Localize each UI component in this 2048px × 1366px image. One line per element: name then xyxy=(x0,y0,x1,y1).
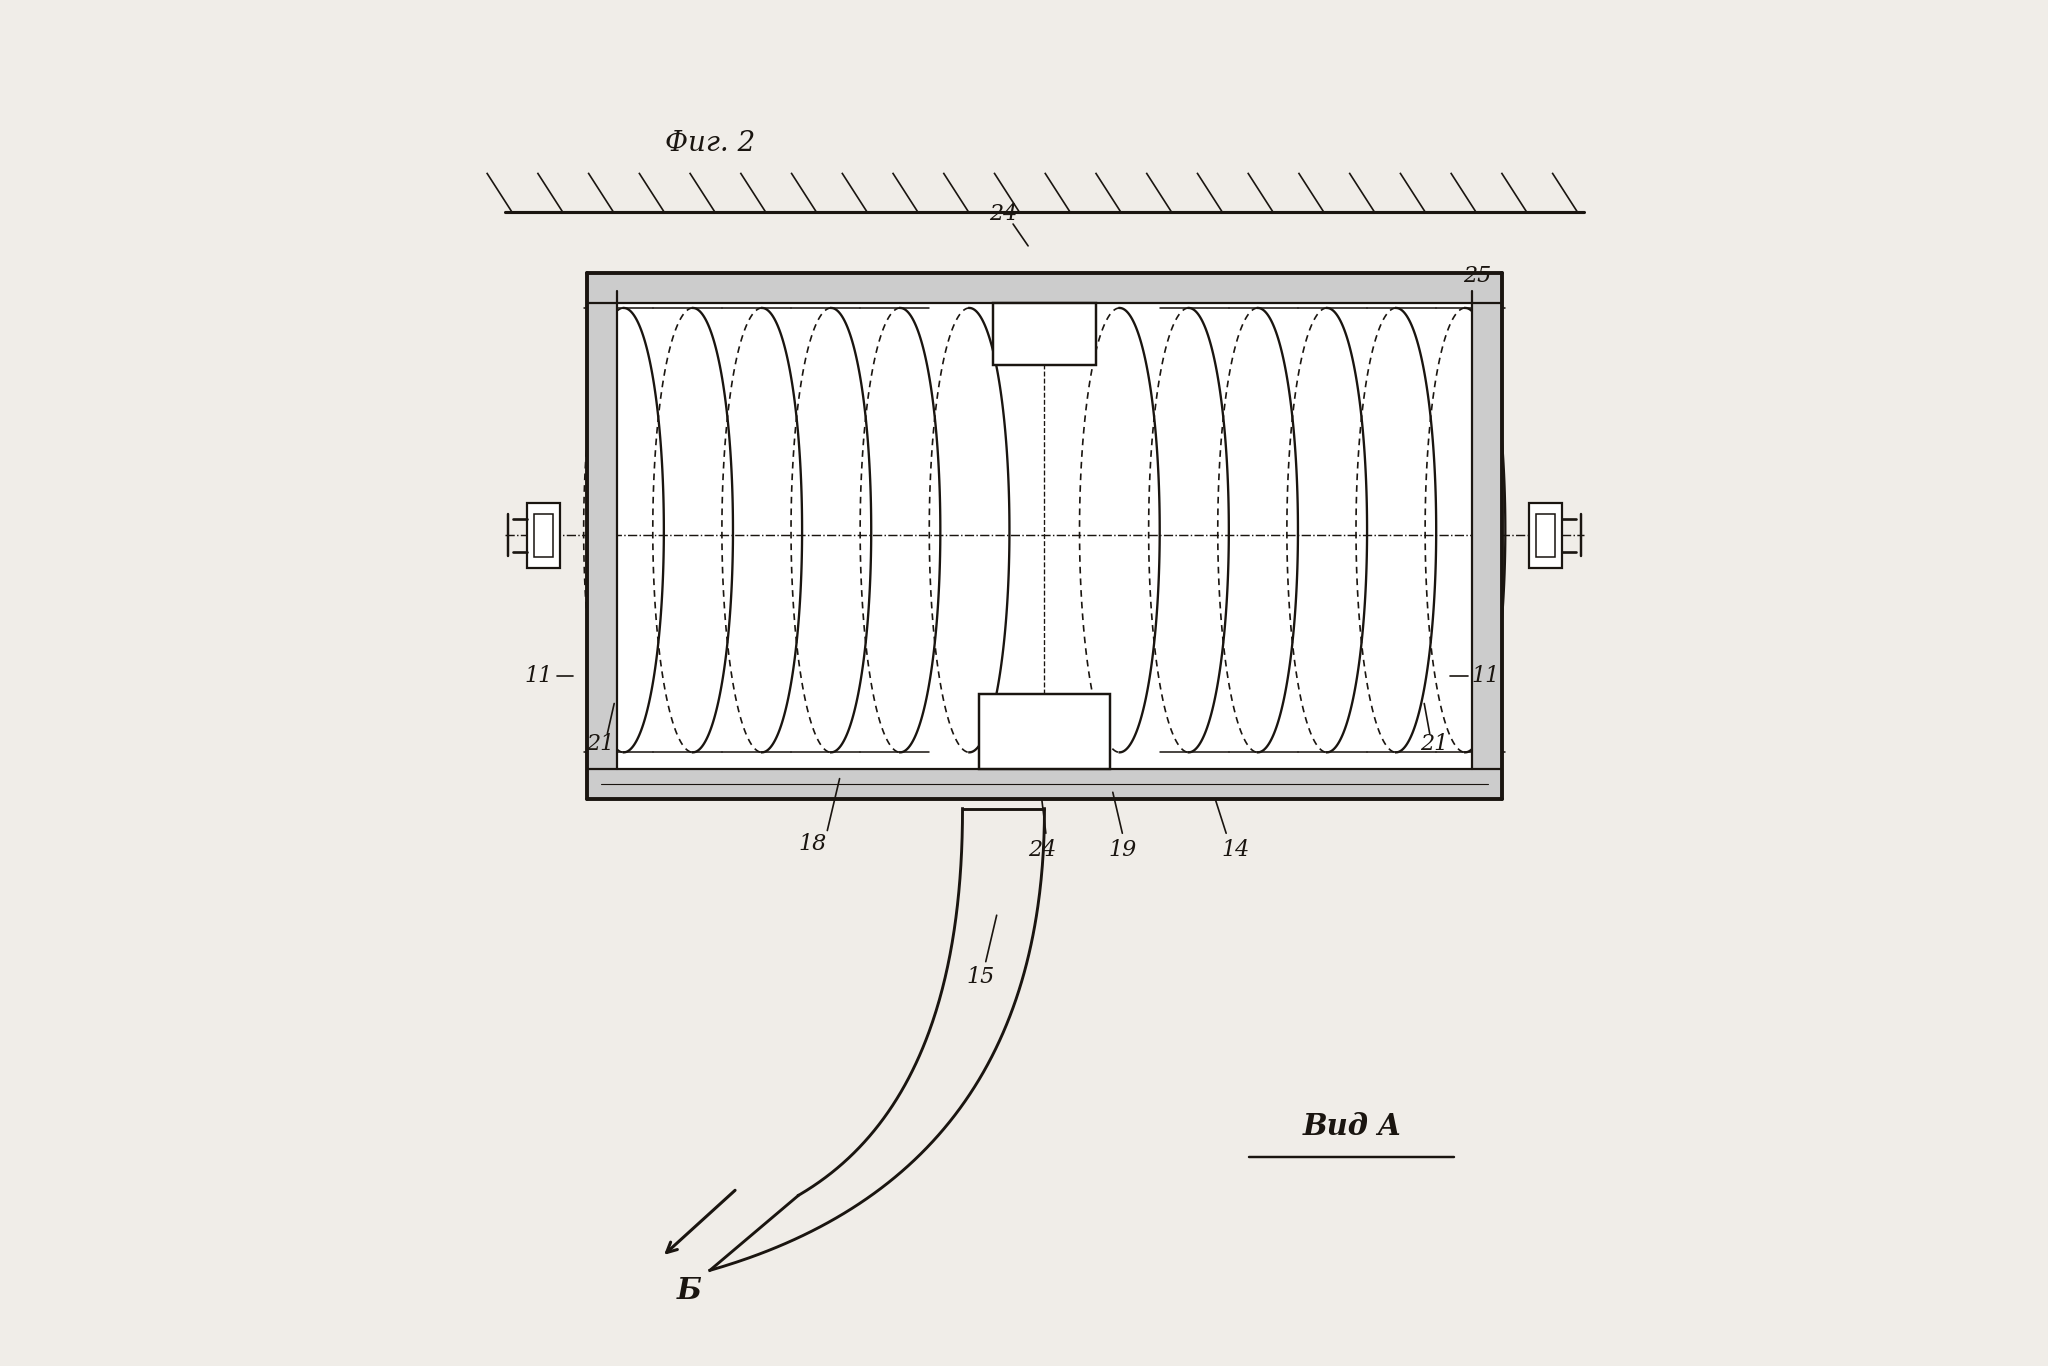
Bar xyxy=(979,694,1110,769)
Text: 21: 21 xyxy=(1419,734,1448,755)
Text: Б: Б xyxy=(678,1276,702,1306)
Bar xyxy=(535,514,553,557)
Bar xyxy=(1473,291,1501,769)
Text: 11: 11 xyxy=(524,665,553,687)
Bar xyxy=(588,273,1501,799)
Bar xyxy=(1536,514,1554,557)
Text: 14: 14 xyxy=(1221,839,1249,861)
Text: 21: 21 xyxy=(586,734,614,755)
Bar xyxy=(993,303,1096,365)
Text: 15: 15 xyxy=(967,966,995,988)
Text: Фиг. 2: Фиг. 2 xyxy=(666,130,756,157)
Bar xyxy=(1530,503,1563,568)
Text: 11: 11 xyxy=(1473,665,1499,687)
Bar xyxy=(526,503,559,568)
Bar xyxy=(588,291,616,769)
Text: 24: 24 xyxy=(1028,839,1057,861)
Bar xyxy=(588,273,1501,303)
Bar xyxy=(588,769,1501,799)
Text: 19: 19 xyxy=(1108,839,1137,861)
Text: 25: 25 xyxy=(1464,265,1491,287)
Text: 18: 18 xyxy=(799,833,827,855)
Text: Вид A: Вид A xyxy=(1303,1112,1401,1142)
Text: 24: 24 xyxy=(989,204,1018,225)
